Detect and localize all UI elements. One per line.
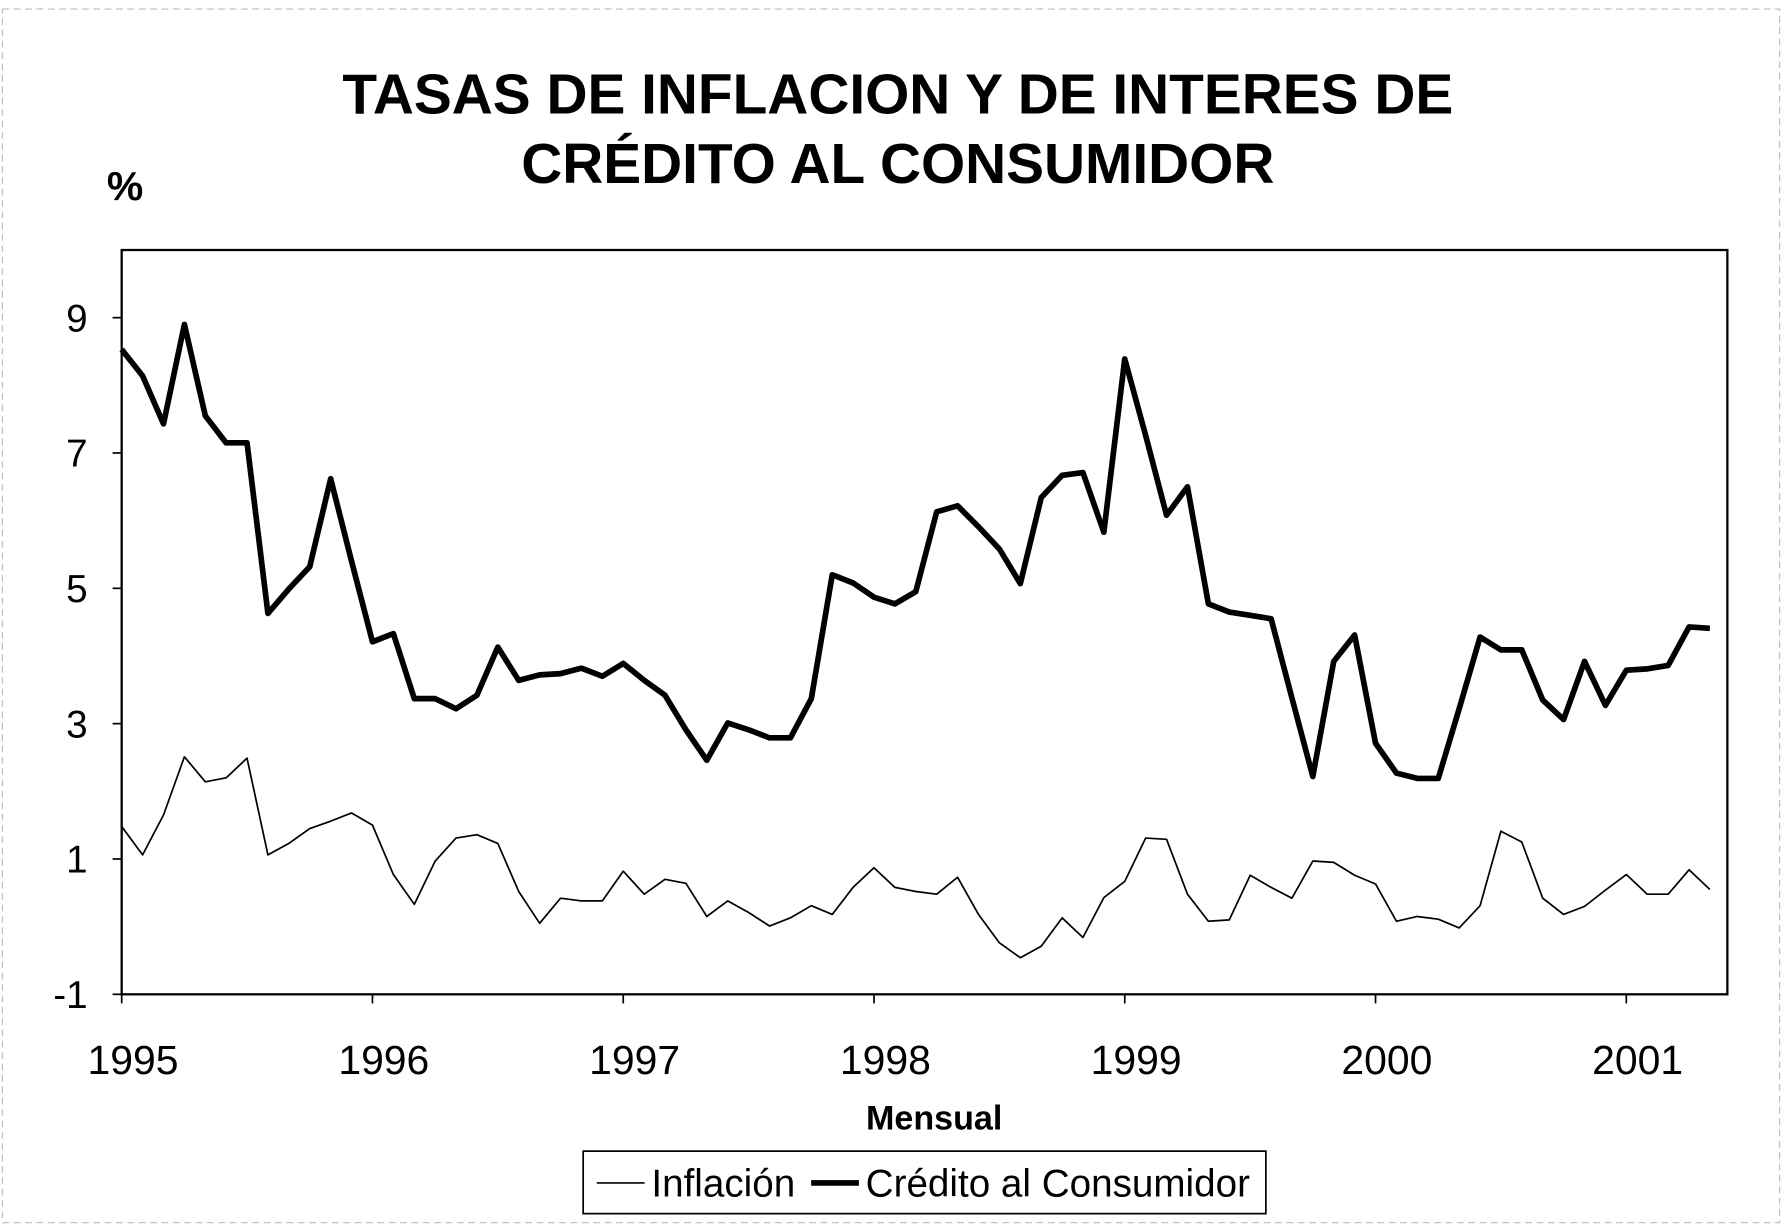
x-tick-label: 2000 xyxy=(1341,1037,1432,1083)
y-axis-label: % xyxy=(107,163,143,209)
x-tick-label: 1996 xyxy=(338,1037,429,1083)
y-tick-label: 9 xyxy=(66,297,87,340)
x-tick-label: 2001 xyxy=(1592,1037,1683,1083)
x-axis-label: Mensual xyxy=(866,1100,1002,1138)
x-tick-label: 1995 xyxy=(88,1037,179,1083)
legend: Inflación Crédito al Consumidor xyxy=(582,1150,1267,1215)
frame xyxy=(1,8,1781,1224)
series-line xyxy=(119,321,1711,782)
legend-box xyxy=(582,1150,1267,1215)
legend-label: Crédito al Consumidor xyxy=(866,1163,1250,1206)
y-tick-label: -1 xyxy=(53,974,87,1017)
chart-title-line: CRÉDITO AL CONSUMIDOR xyxy=(521,132,1274,196)
y-tick-label: 3 xyxy=(66,703,87,746)
chart-title-line: TASAS DE INFLACION Y DE INTERES DE xyxy=(342,64,1453,127)
y-tick-label: 1 xyxy=(66,839,87,882)
y-tick-label: 7 xyxy=(66,433,87,476)
x-tick-label: 1998 xyxy=(840,1037,931,1083)
y-tick-label: 5 xyxy=(66,568,87,611)
series-line xyxy=(120,755,1711,959)
plot-area xyxy=(120,248,1729,996)
x-tick-label: 1999 xyxy=(1091,1037,1182,1083)
legend-label: Inflación xyxy=(651,1163,795,1206)
x-tick-label: 1997 xyxy=(589,1037,680,1083)
